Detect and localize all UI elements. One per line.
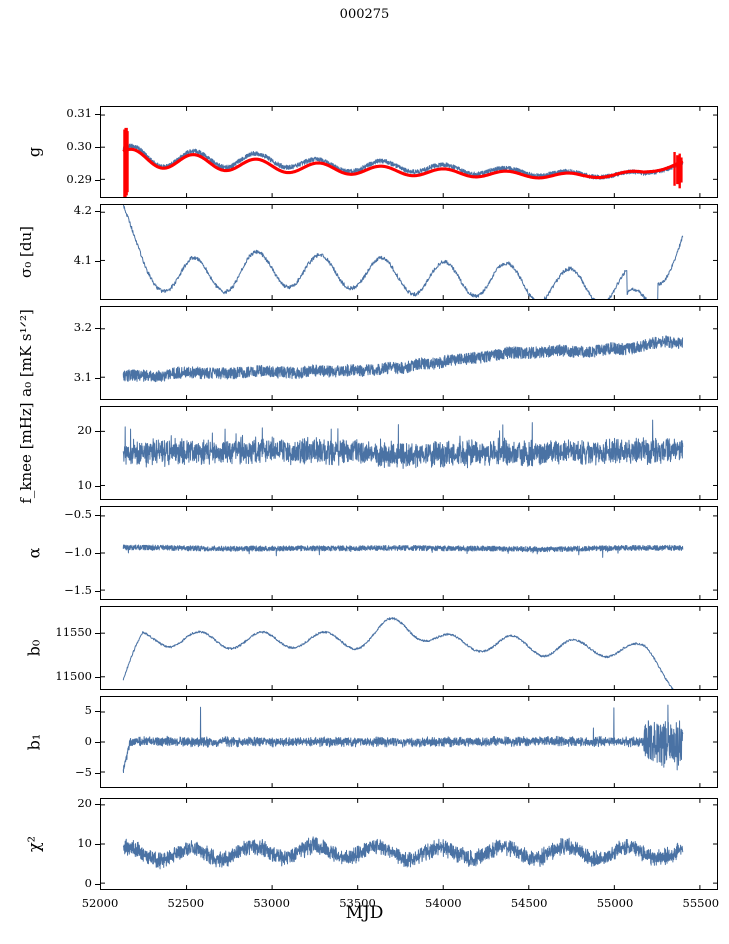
x-tick-label: 53000 [253, 896, 290, 910]
y-axis-label: b₁ [24, 733, 44, 751]
y-tick-label: 11550 [55, 624, 92, 639]
y-tick-mark [95, 632, 100, 634]
y-tick-mark [95, 884, 100, 885]
y-tick-mark [95, 804, 100, 805]
y-tick-label: 20 [77, 796, 92, 810]
y-tick-label: 4.2 [73, 203, 92, 218]
y-axis-label: σ₀ [du] [17, 226, 35, 278]
y-tick-label: 0.30 [66, 139, 92, 154]
plot-panel-amks [100, 306, 718, 400]
y-axis-label: χ² [24, 835, 44, 853]
y-axis-label: b₀ [24, 639, 44, 657]
y-tick-label: −1.5 [64, 582, 92, 597]
data-line-b1 [122, 704, 684, 774]
y-tick-mark [95, 844, 100, 845]
y-tick-label: 11500 [55, 669, 92, 684]
y-tick-label: −5 [75, 764, 92, 779]
y-tick-label: −1.0 [64, 545, 92, 559]
y-tick-label: 0 [84, 876, 92, 890]
y-tick-mark [95, 772, 100, 774]
fit-line-smoothed-gain [122, 147, 684, 180]
y-tick-mark [95, 590, 100, 592]
panel-plot-area [101, 507, 717, 599]
x-tick-label: 54500 [510, 896, 548, 910]
y-axis-label: a₀ [mK s¹ᐟ²] [17, 309, 35, 397]
y-tick-label: 3.1 [73, 369, 92, 384]
y-tick-mark [95, 260, 100, 262]
y-tick-mark [95, 211, 100, 213]
y-tick-label: 20 [77, 422, 92, 437]
y-tick-label: 10 [77, 478, 92, 493]
y-tick-mark [95, 515, 100, 517]
data-line-fknee [122, 419, 684, 469]
panel-tick-marks [101, 107, 717, 197]
x-tick-label: 55000 [596, 896, 634, 910]
data-line-chi2 [122, 836, 684, 870]
y-tick-mark [95, 677, 100, 679]
panel-tick-marks [101, 407, 717, 499]
y-tick-label: 4.1 [73, 252, 92, 267]
data-line-a0 [122, 335, 684, 383]
y-tick-label: 0 [84, 734, 92, 748]
y-tick-mark [95, 553, 100, 554]
y-tick-label: 0.29 [66, 171, 92, 186]
y-tick-mark [95, 486, 100, 488]
y-tick-label: 10 [77, 836, 92, 850]
plot-panel-fkneemhz [100, 406, 718, 500]
panel-tick-marks [101, 607, 717, 689]
x-tick-label: 54000 [425, 896, 462, 910]
plot-panel-du [100, 204, 718, 300]
plot-panel-b [100, 696, 718, 788]
y-tick-mark [95, 377, 100, 379]
data-line-b0 [122, 617, 674, 689]
panel-plot-area [101, 607, 717, 689]
y-tick-label: −0.5 [64, 507, 92, 522]
panel-plot-area [101, 407, 717, 499]
panel-plot-area [101, 307, 717, 399]
plot-panel- [100, 798, 718, 890]
y-tick-mark [95, 114, 100, 116]
y-tick-label: 5 [84, 703, 92, 718]
x-tick-label: 53500 [339, 896, 376, 910]
y-tick-mark [95, 430, 100, 432]
panel-tick-marks [101, 697, 717, 787]
y-axis-label: f_knee [mHz] [17, 402, 35, 504]
panel-plot-area [101, 799, 717, 889]
panel-plot-area [101, 697, 717, 787]
panel-plot-area [101, 107, 717, 197]
y-tick-label: 3.2 [73, 320, 92, 335]
panel-tick-marks [101, 507, 717, 599]
panel-plot-area [101, 205, 717, 299]
y-tick-mark [95, 328, 100, 330]
plot-panel-g [100, 106, 718, 198]
x-tick-label: 52500 [167, 896, 205, 910]
y-tick-mark [95, 711, 100, 713]
panel-tick-marks [101, 205, 717, 299]
x-axis-label: MJD [345, 903, 384, 923]
panel-tick-marks [101, 307, 717, 399]
x-tick-label: 52000 [81, 896, 119, 910]
y-axis-label: g [24, 146, 44, 158]
x-tick-label: 55500 [682, 896, 720, 910]
panel-tick-marks [101, 799, 717, 889]
figure-title: 000275 [339, 7, 390, 22]
y-tick-mark [95, 742, 100, 743]
data-line-alpha [122, 544, 684, 558]
y-tick-label: 0.31 [66, 106, 92, 121]
data-line-sigma0 [122, 205, 684, 299]
y-axis-label: α [24, 547, 44, 559]
y-tick-mark [95, 179, 100, 181]
y-tick-mark [95, 147, 100, 149]
plot-panel-b [100, 606, 718, 690]
plot-panel- [100, 506, 718, 600]
